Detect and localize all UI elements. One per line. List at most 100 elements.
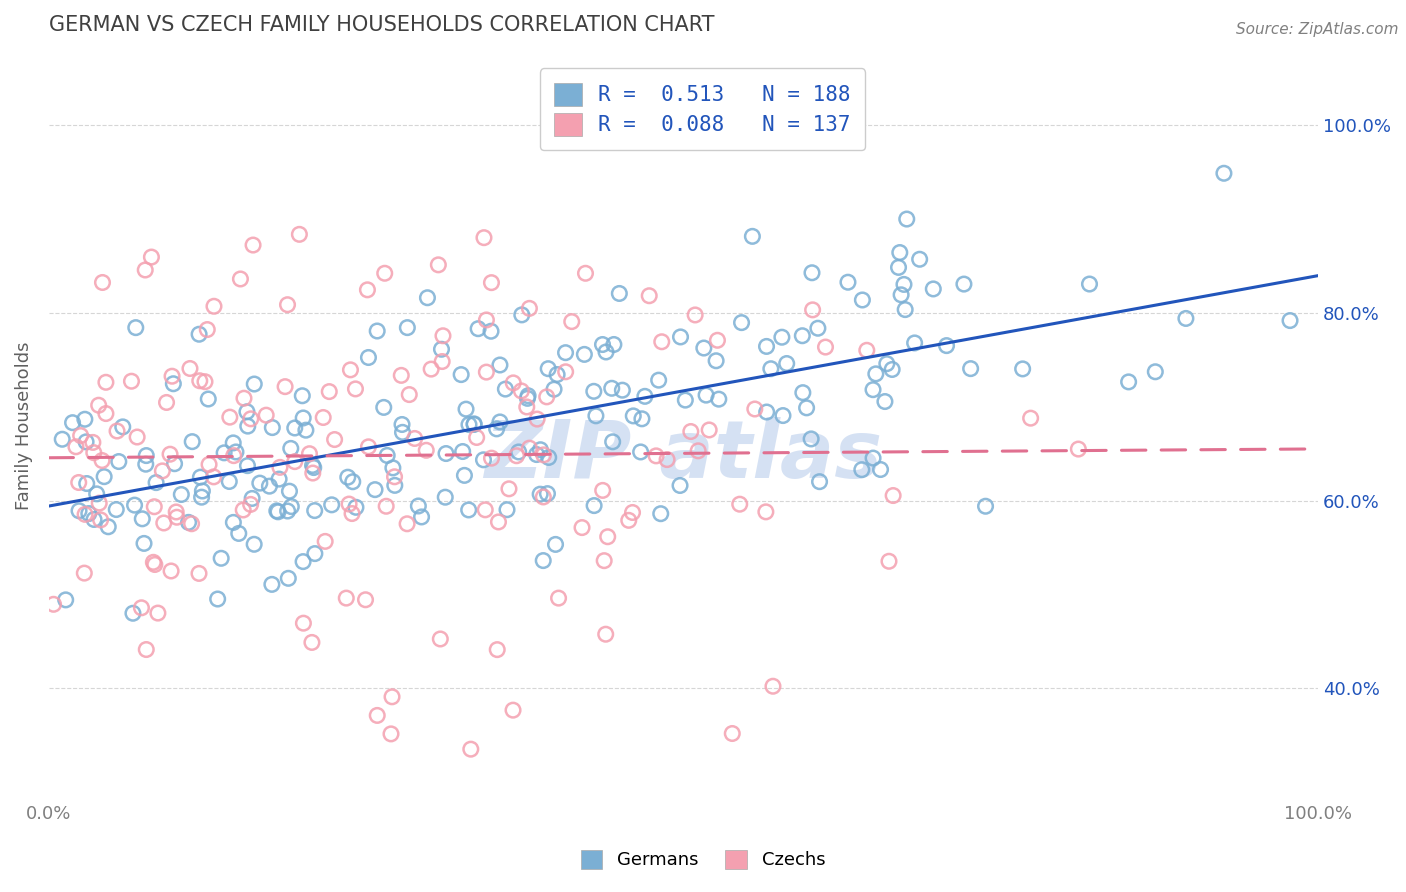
Point [1118,375,1140,389]
Point [51,432,73,446]
Point [131,512,153,526]
Point [730,316,752,330]
Point [571,520,593,534]
Point [135,457,157,471]
Point [430,354,453,368]
Point [254,408,277,422]
Point [73,412,96,426]
Point [475,365,498,379]
Point [335,591,357,606]
Point [391,417,413,432]
Point [83,445,105,459]
Point [1067,442,1090,456]
Point [218,410,240,425]
Point [526,412,548,426]
Point [922,282,945,296]
Point [83,512,105,526]
Point [366,324,388,338]
Point [776,357,799,371]
Point [801,302,824,317]
Point [582,384,605,399]
Point [132,536,155,550]
Point [595,345,617,359]
Point [543,382,565,396]
Point [457,503,479,517]
Point [194,375,217,389]
Point [908,252,931,267]
Point [380,727,402,741]
Point [851,463,873,477]
Point [314,534,336,549]
Point [450,368,472,382]
Point [135,449,157,463]
Point [354,592,377,607]
Point [82,435,104,450]
Point [458,417,481,432]
Point [430,343,453,357]
Point [125,320,148,334]
Point [143,500,166,514]
Point [631,412,654,426]
Point [460,742,482,756]
Point [959,361,981,376]
Legend: R =  0.513   N = 188, R =  0.088   N = 137: R = 0.513 N = 188, R = 0.088 N = 137 [540,69,865,150]
Point [792,385,814,400]
Point [479,324,502,338]
Point [481,451,503,466]
Point [166,510,188,524]
Point [111,420,134,434]
Point [191,483,214,498]
Point [529,442,551,457]
Point [796,401,818,415]
Point [408,499,430,513]
Point [869,462,891,476]
Point [650,507,672,521]
Point [384,478,406,492]
Point [202,299,225,313]
Point [91,276,114,290]
Point [463,417,485,431]
Point [1174,311,1197,326]
Point [510,384,533,398]
Point [160,564,183,578]
Point [669,478,692,492]
Point [239,497,262,511]
Point [1279,313,1302,327]
Point [301,466,323,480]
Point [391,425,413,440]
Point [284,455,307,469]
Point [634,389,657,403]
Point [695,388,717,402]
Point [212,446,235,460]
Point [621,506,644,520]
Point [342,475,364,489]
Point [592,337,614,351]
Point [177,516,200,530]
Point [134,263,156,277]
Point [475,313,498,327]
Point [55,593,77,607]
Point [65,440,87,454]
Point [202,470,225,484]
Point [519,301,541,316]
Point [396,320,419,334]
Point [93,469,115,483]
Point [772,409,794,423]
Point [301,458,323,473]
Point [882,489,904,503]
Point [67,475,90,490]
Point [375,449,398,463]
Point [1019,411,1042,425]
Point [807,321,830,335]
Point [561,315,583,329]
Point [596,530,619,544]
Point [800,432,823,446]
Point [298,447,321,461]
Point [181,434,204,449]
Point [337,497,360,511]
Point [882,362,904,376]
Point [381,461,404,475]
Point [621,409,644,423]
Point [554,345,576,359]
Point [121,374,143,388]
